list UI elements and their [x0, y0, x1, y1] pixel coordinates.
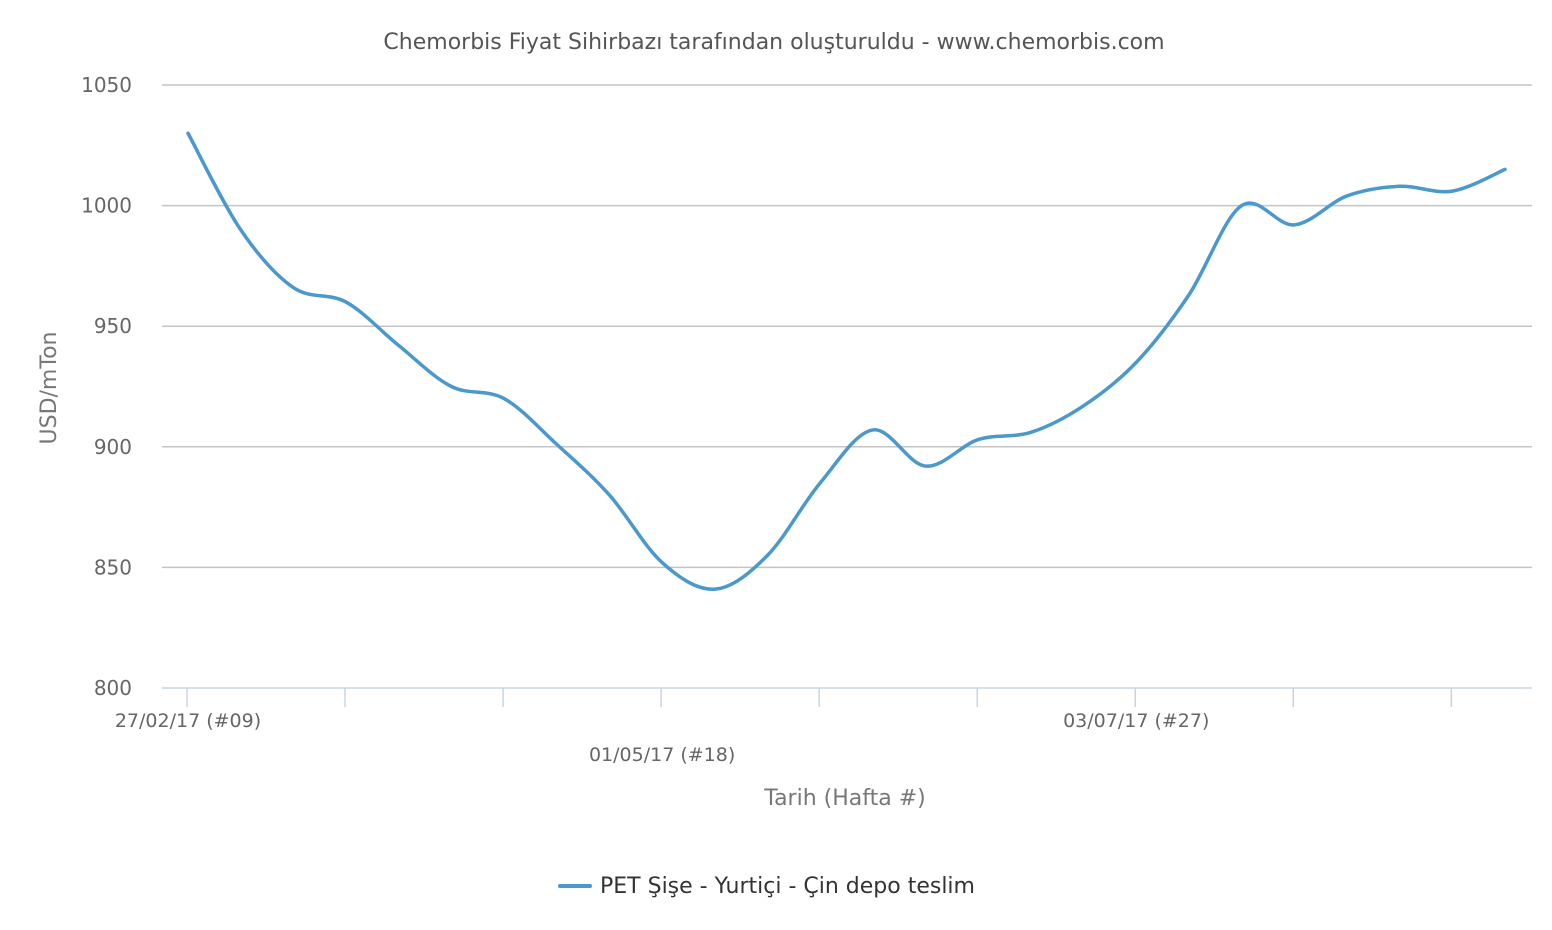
- data-point: [237, 226, 245, 234]
- y-axis-title: USD/mTon: [37, 332, 62, 445]
- series-layer: [184, 129, 1509, 593]
- data-point: [605, 491, 613, 499]
- y-tick-label: 1050: [81, 73, 132, 97]
- data-point: [395, 341, 403, 349]
- x-tick-label: 27/02/17 (#09): [115, 710, 261, 732]
- data-point: [1027, 428, 1035, 436]
- data-point: [1185, 291, 1193, 299]
- data-point: [816, 479, 824, 487]
- legend[interactable]: PET Şişe - Yurtiçi - Çin depo teslim: [558, 874, 975, 899]
- series-line: [186, 131, 1507, 591]
- data-point: [553, 440, 561, 448]
- data-point: [658, 559, 666, 567]
- data-point: [342, 298, 350, 306]
- data-point: [1238, 202, 1246, 210]
- data-point: [1343, 192, 1351, 200]
- gridlines: [162, 84, 1532, 569]
- data-point: [711, 585, 719, 593]
- data-point: [869, 426, 877, 434]
- data-point: [1448, 187, 1456, 195]
- data-point: [1080, 402, 1088, 410]
- data-point: [1501, 165, 1509, 173]
- y-axis-ticks: 800 850 900 950 1000 1050: [81, 73, 132, 700]
- x-axis-title: Tarih (Hafta #): [763, 786, 925, 811]
- y-tick-label: 800: [94, 676, 132, 700]
- y-tick-label: 950: [94, 314, 132, 338]
- data-point: [1396, 182, 1404, 190]
- y-tick-label: 850: [94, 555, 132, 579]
- y-tick-label: 1000: [81, 194, 132, 218]
- x-tick-label: 03/07/17 (#27): [1063, 710, 1209, 732]
- data-point: [974, 436, 982, 444]
- data-point: [500, 395, 508, 403]
- data-point: [289, 284, 297, 292]
- legend-label: PET Şişe - Yurtiçi - Çin depo teslim: [600, 874, 975, 899]
- x-tick-label: 01/05/17 (#18): [589, 744, 735, 766]
- y-tick-label: 900: [94, 435, 132, 459]
- data-point: [922, 462, 930, 470]
- data-point: [1132, 358, 1140, 366]
- data-point: [763, 551, 771, 559]
- chart-title: Chemorbis Fiyat Sihirbazı tarafından olu…: [383, 30, 1164, 55]
- data-point: [447, 383, 455, 391]
- data-point: [184, 129, 192, 137]
- data-point: [1290, 221, 1298, 229]
- x-axis: 27/02/17 (#09) 01/05/17 (#18) 03/07/17 (#2…: [115, 687, 1532, 766]
